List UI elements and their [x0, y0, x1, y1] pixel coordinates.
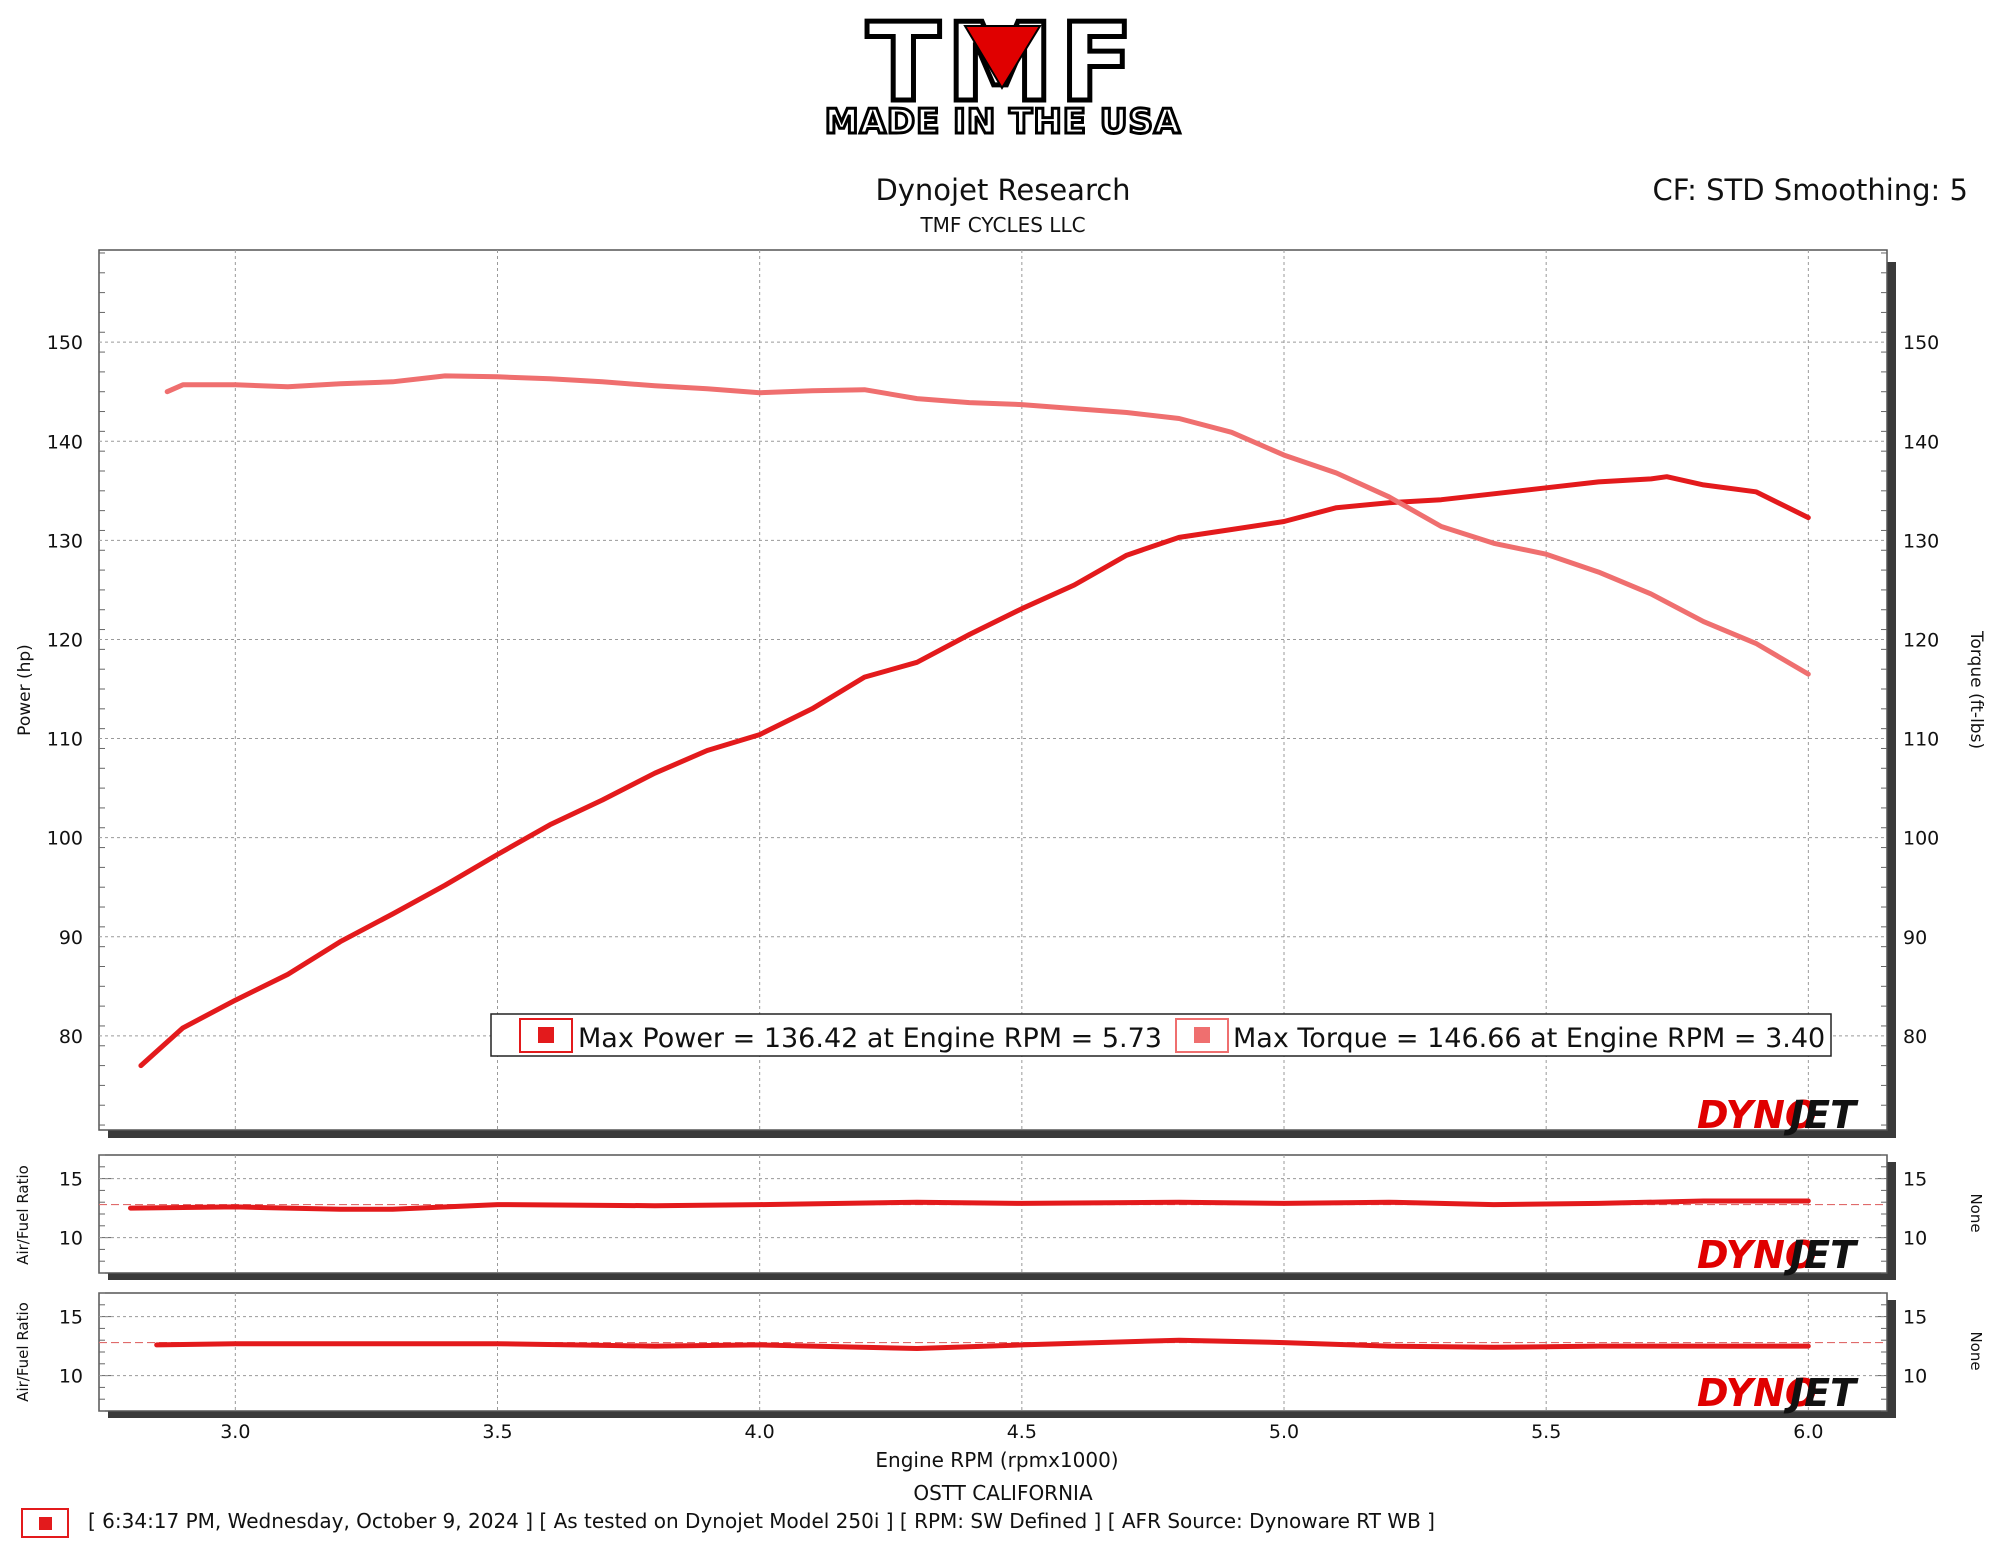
afr-1-left-tick-labels: 10 15	[59, 1169, 83, 1250]
x-tick-label: 5.0	[1269, 1421, 1299, 1443]
logo-tagline: MADE IN THE USA	[825, 102, 1182, 142]
tmf-logo: TMF MADE IN THE USA	[823, 0, 1182, 144]
main-series-line-power	[138, 474, 1811, 1069]
dynojet-logo-dyno: DYNO	[1697, 1093, 1817, 1137]
afr-1-y-label-right: None	[1967, 1193, 1985, 1232]
x-tick-label: 3.5	[482, 1421, 512, 1443]
main-series-group	[138, 373, 1811, 1069]
main-series-line-torque	[164, 373, 1811, 677]
afr-1-right-tick-labels: 10 15	[1903, 1169, 1927, 1250]
afr-1-y-label: Air/Fuel Ratio	[14, 1165, 32, 1265]
y-axis-label-left: Power (hp)	[15, 644, 35, 736]
main-right-tick-label: 90	[1903, 927, 1927, 949]
legend-power-text: Max Power = 136.42 at Engine RPM = 5.73	[578, 1023, 1162, 1054]
main-right-tick-label: 150	[1903, 332, 1939, 354]
afr1-right-tick-label: 15	[1903, 1169, 1927, 1191]
main-left-tick-label: 120	[47, 629, 83, 651]
legend-power-swatch	[538, 1027, 554, 1043]
dynojet-logo-main: DYNO JET	[1697, 1093, 1859, 1137]
afr-1-grid	[99, 1154, 1887, 1274]
afr-panel-1-frame	[98, 1154, 1888, 1274]
afr1-right-tick-label: 10	[1903, 1228, 1927, 1250]
dynojet-logo-afr-1-jet: JET	[1783, 1233, 1859, 1277]
chart-subtitle: TMF CYCLES LLC	[919, 213, 1085, 237]
dynojet-logo-afr-2-dyno: DYNO	[1697, 1371, 1817, 1415]
logo-triangle	[963, 25, 1042, 90]
afr-panel-1: 10 15 10 15 DYNO JET Air/Fuel Ratio None	[14, 1154, 1985, 1280]
afr-2-y-label-right: None	[1967, 1331, 1985, 1370]
main-right-tick-label: 130	[1903, 530, 1939, 552]
legend-torque-swatch	[1194, 1027, 1210, 1043]
afr-panel-2-frame	[98, 1292, 1888, 1412]
legend-power-swatch-frame	[519, 1018, 573, 1053]
afr1-series-line-afr	[128, 1198, 1811, 1212]
afr-2-grid	[99, 1292, 1887, 1412]
main-right-tick-label: 100	[1903, 828, 1939, 850]
footer-swatch-frame	[21, 1508, 69, 1538]
main-left-tick-label: 140	[47, 431, 83, 453]
main-left-tick-label: 130	[47, 530, 83, 552]
x-tick-label: 3.0	[220, 1421, 250, 1443]
main-panel: 80 90 100 110 120 130 140 150 80 90 100 110 120 130 1…	[15, 249, 1986, 1138]
main-right-tick-label: 80	[1903, 1026, 1927, 1048]
afr2-right-tick-label: 15	[1903, 1307, 1927, 1329]
legend-torque-text: Max Torque = 146.66 at Engine RPM = 3.40	[1233, 1023, 1825, 1054]
main-left-tick-label: 100	[47, 828, 83, 850]
afr-panel-2: 10 15 10 15 DYNO JET Air/Fuel Ratio None	[14, 1292, 1985, 1418]
afr1-left-tick-label: 10	[59, 1228, 83, 1250]
y-axis-label-right: Torque (ft-lbs)	[1966, 630, 1986, 749]
dynojet-logo-afr-2: DYNO JET	[1697, 1371, 1859, 1415]
footer-location: OSTT CALIFORNIA	[913, 1481, 1093, 1505]
afr-2-right-tick-labels: 10 15	[1903, 1307, 1927, 1388]
correction-info: CF: STD Smoothing: 5	[1652, 173, 1968, 207]
x-tick-label: 4.0	[745, 1421, 775, 1443]
x-axis-label: Engine RPM (rpmx1000)	[875, 1448, 1118, 1472]
dynojet-logo-afr-2-jet: JET	[1783, 1371, 1859, 1415]
main-right-tick-label: 120	[1903, 629, 1939, 651]
main-left-tick-label: 110	[47, 729, 83, 751]
afr-2-left-tick-labels: 10 15	[59, 1307, 83, 1388]
dynojet-logo-afr-1-dyno: DYNO	[1697, 1233, 1817, 1277]
legend-torque-swatch-frame	[1175, 1018, 1229, 1053]
afr-2-y-label: Air/Fuel Ratio	[14, 1302, 32, 1402]
afr1-left-tick-label: 15	[59, 1169, 83, 1191]
x-tick-label: 5.5	[1531, 1421, 1561, 1443]
x-tick-labels: 3.0 3.5 4.0 4.5 5.0 5.5 6.0	[220, 1421, 1823, 1443]
footer-info: [ 6:34:17 PM, Wednesday, October 9, 2024…	[88, 1509, 1435, 1533]
footer-swatch	[39, 1517, 52, 1530]
afr2-left-tick-label: 10	[59, 1366, 83, 1388]
main-left-tick-label: 90	[59, 927, 83, 949]
dynojet-logo-afr-1: DYNO JET	[1697, 1233, 1859, 1277]
main-right-tick-label: 110	[1903, 729, 1939, 751]
x-tick-label: 6.0	[1793, 1421, 1823, 1443]
afr-1-series-group	[99, 1198, 1887, 1212]
main-right-tick-label: 140	[1903, 431, 1939, 453]
main-panel-frame	[98, 249, 1888, 1131]
afr2-right-tick-label: 10	[1903, 1366, 1927, 1388]
main-left-tick-label: 150	[47, 332, 83, 354]
main-right-tick-labels: 80 90 100 110 120 130 140 150	[1903, 332, 1939, 1048]
legend: Max Power = 136.42 at Engine RPM = 5.73 …	[490, 1013, 1832, 1057]
x-tick-label: 4.5	[1007, 1421, 1037, 1443]
afr-2-series-group	[99, 1337, 1887, 1351]
main-left-tick-labels: 80 90 100 110 120 130 140 150	[47, 332, 83, 1048]
legend-box	[490, 1013, 1832, 1057]
dynojet-logo-jet: JET	[1783, 1093, 1859, 1137]
main-left-tick-label: 80	[59, 1026, 83, 1048]
chart-title: Dynojet Research	[875, 173, 1130, 207]
afr2-left-tick-label: 15	[59, 1307, 83, 1329]
afr2-series-line-afr	[154, 1337, 1811, 1351]
